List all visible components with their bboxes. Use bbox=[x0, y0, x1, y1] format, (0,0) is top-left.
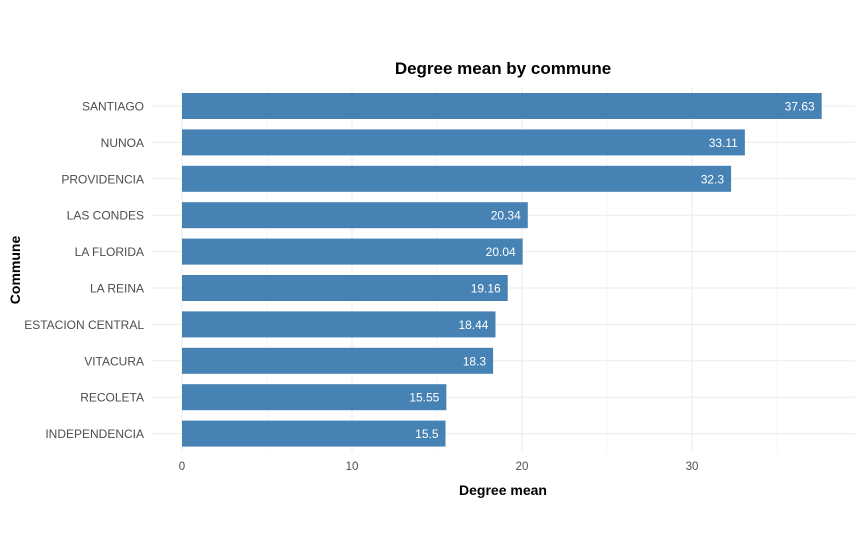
category-label: PROVIDENCIA bbox=[61, 172, 144, 186]
x-tick-labels: 0 10 20 30 bbox=[179, 461, 699, 473]
bar bbox=[182, 275, 508, 301]
category-label: VITACURA bbox=[84, 354, 144, 368]
category-label: SANTIAGO bbox=[82, 100, 144, 114]
bar bbox=[182, 311, 496, 338]
category-label: LA FLORIDA bbox=[75, 245, 144, 259]
category-labels: SANTIAGO NUNOA PROVIDENCIA LAS CONDES LA FLO… bbox=[24, 100, 144, 442]
bar-value-label: 18.3 bbox=[463, 354, 487, 368]
bar-value-label: 37.63 bbox=[785, 100, 815, 114]
category-label: ESTACION CENTRAL bbox=[24, 318, 144, 332]
x-tick-label: 0 bbox=[179, 461, 185, 473]
x-tick-label: 10 bbox=[346, 461, 359, 473]
bar bbox=[182, 129, 745, 156]
category-label: NUNOA bbox=[101, 136, 144, 150]
category-label: LAS CONDES bbox=[67, 209, 144, 223]
category-label: LA REINA bbox=[90, 282, 144, 296]
x-tick-label: 30 bbox=[686, 461, 699, 473]
bar bbox=[182, 384, 447, 411]
bar-value-label: 33.11 bbox=[709, 136, 738, 150]
bar-value-label: 19.16 bbox=[471, 282, 501, 296]
bar-value-label: 20.34 bbox=[491, 209, 521, 223]
bar bbox=[182, 165, 732, 192]
bar-value-label: 15.5 bbox=[415, 427, 439, 441]
bar bbox=[182, 347, 494, 374]
bar-value-label: 18.44 bbox=[458, 318, 488, 332]
category-label: INDEPENDENCIA bbox=[45, 427, 144, 441]
chart-title: Degree mean by commune bbox=[395, 59, 611, 78]
x-axis-title: Degree mean bbox=[459, 482, 547, 498]
y-axis-title: Commune bbox=[7, 236, 23, 305]
bar-value-label: 20.04 bbox=[486, 245, 516, 259]
bar-value-label: 15.55 bbox=[409, 391, 439, 405]
bar bbox=[182, 238, 523, 265]
x-tick-label: 20 bbox=[516, 461, 529, 473]
bar-value-labels: 37.63 33.11 32.3 20.34 20.04 19.16 18.44 18.3 15… bbox=[409, 100, 815, 442]
category-label: RECOLETA bbox=[80, 391, 144, 405]
bar bbox=[182, 202, 528, 229]
bar bbox=[182, 420, 446, 447]
bar-value-label: 32.3 bbox=[701, 172, 725, 186]
bar bbox=[182, 93, 822, 119]
bars bbox=[182, 93, 822, 447]
